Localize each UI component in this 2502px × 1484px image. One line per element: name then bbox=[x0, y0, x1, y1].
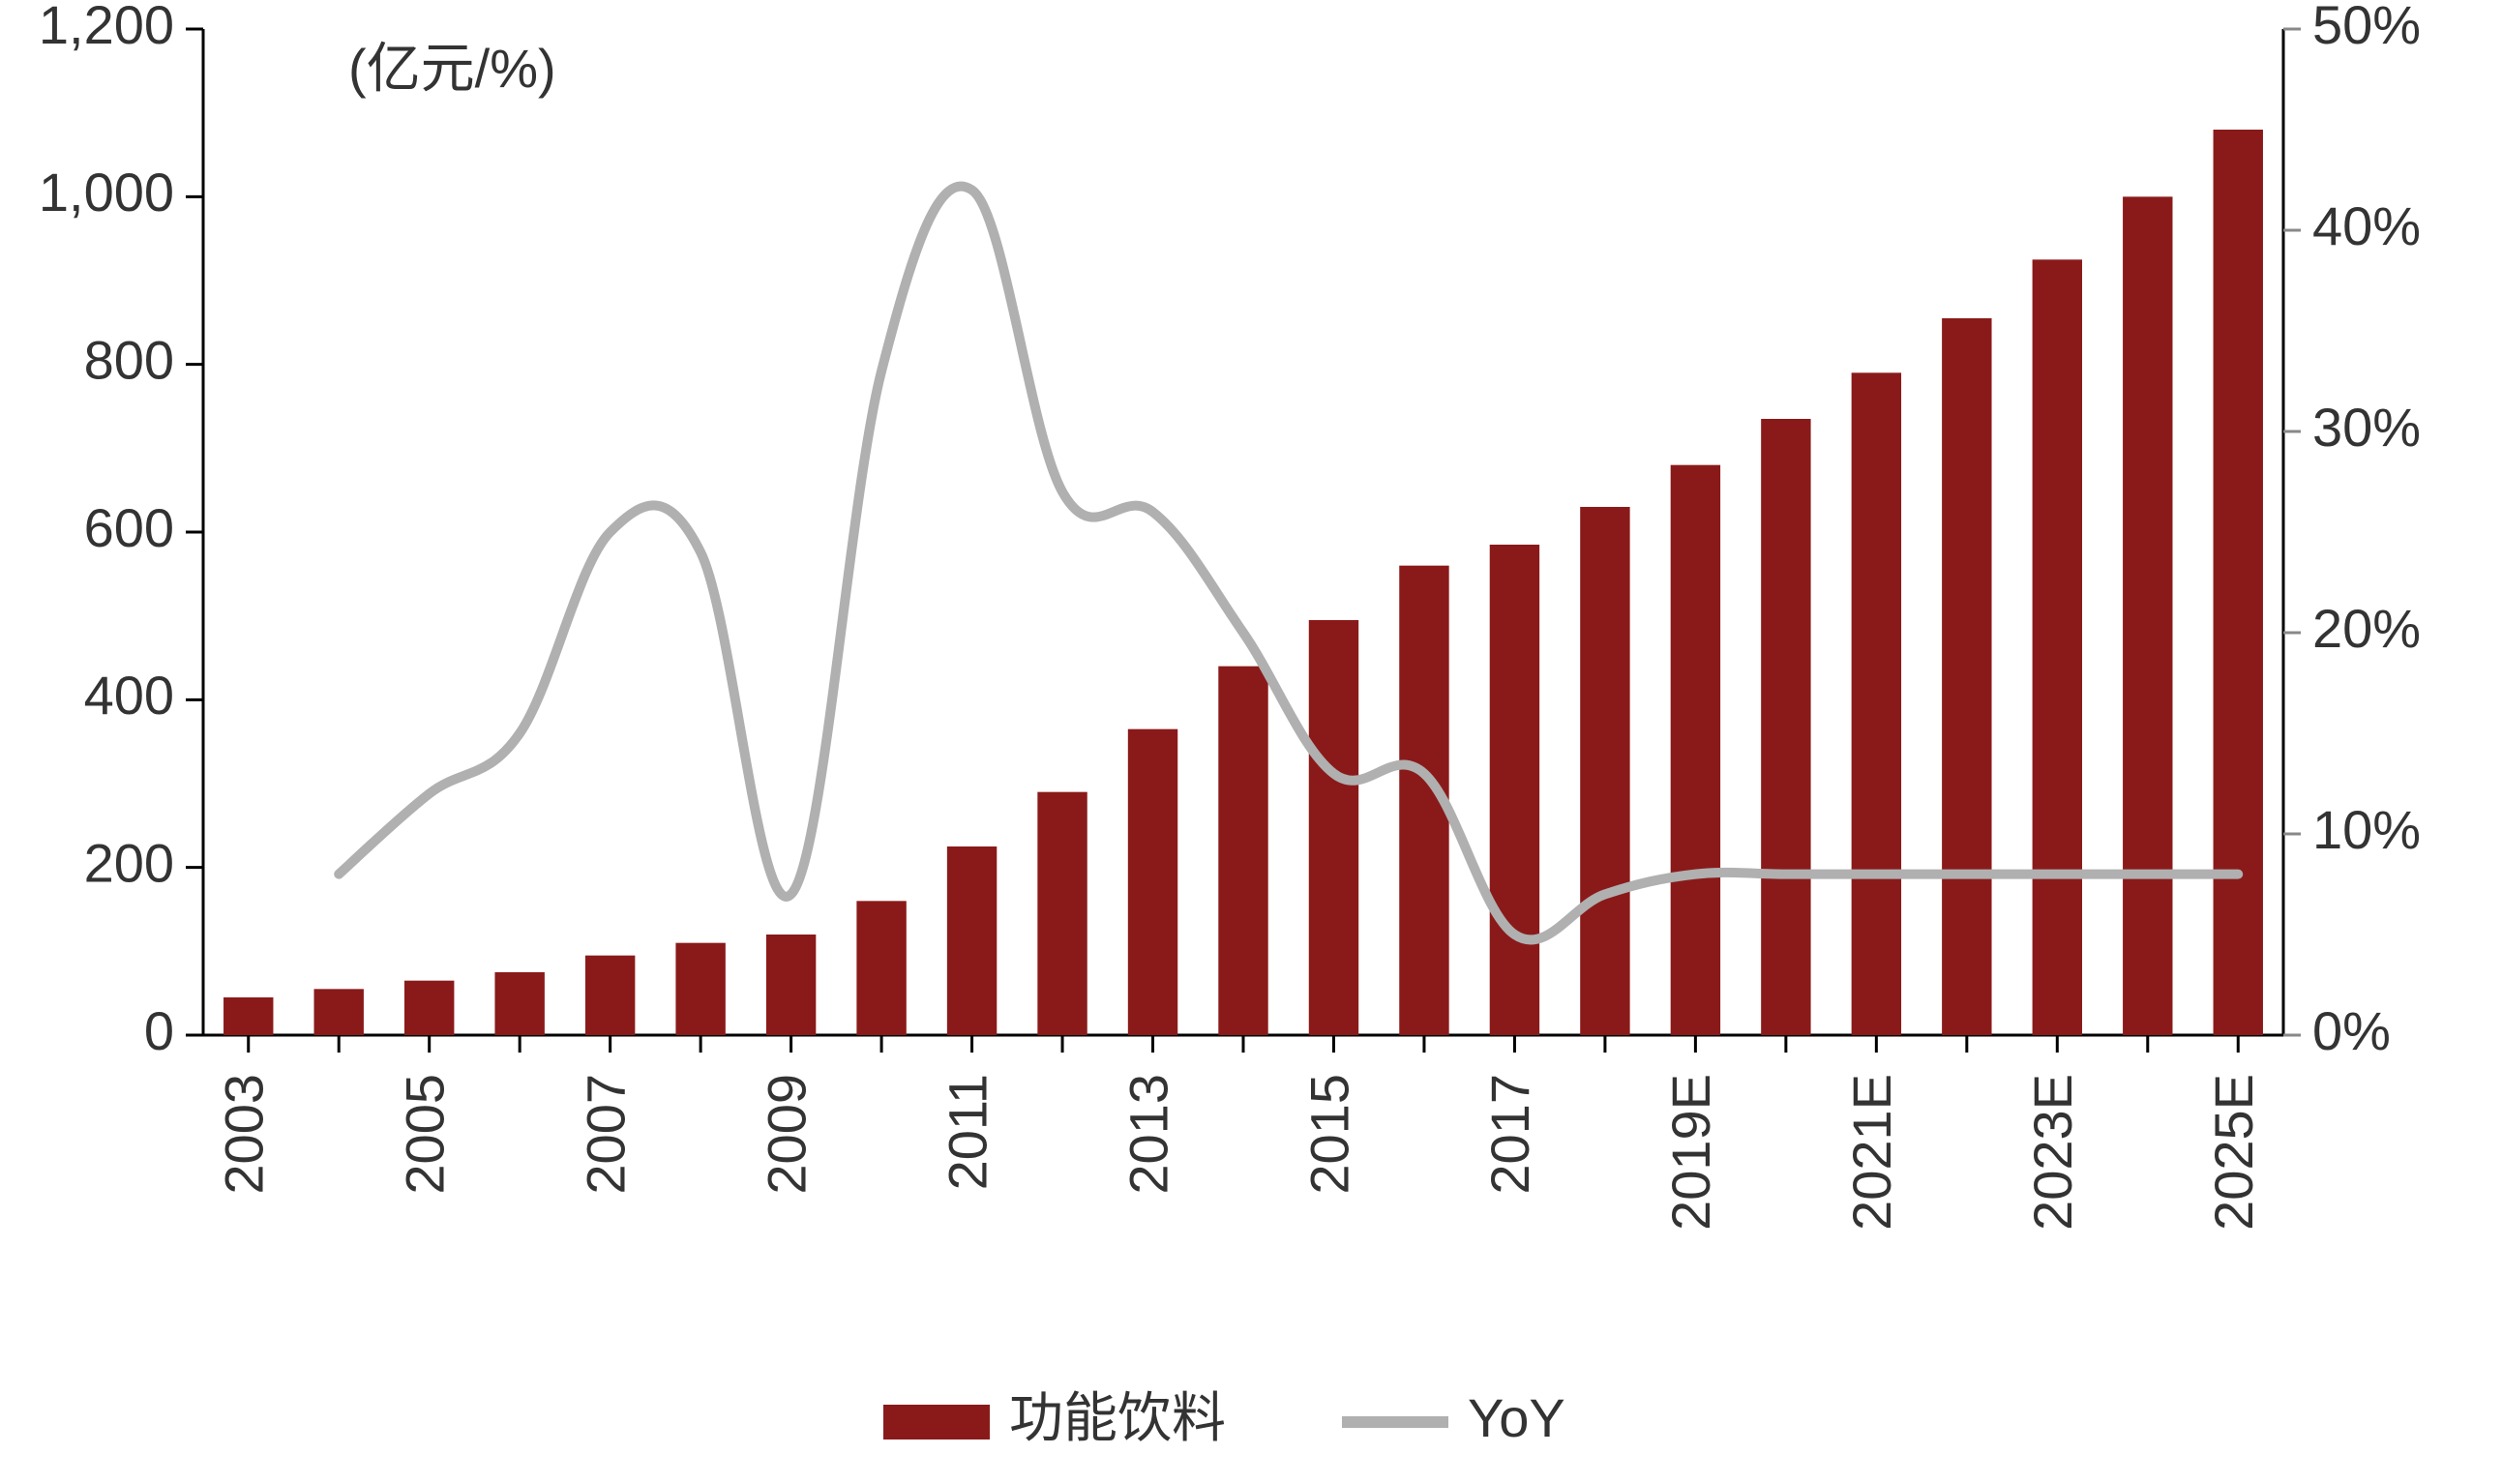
y-left-label: 1,200 bbox=[39, 0, 174, 55]
y-right-label: 40% bbox=[2312, 195, 2421, 256]
y-right-label: 0% bbox=[2312, 1000, 2391, 1061]
x-tick-label: 2003 bbox=[214, 1074, 275, 1195]
y-left-label: 800 bbox=[84, 329, 174, 390]
y-left-label: 400 bbox=[84, 665, 174, 726]
y-right-label: 30% bbox=[2312, 397, 2421, 458]
chart-svg: 0 200 400 600 800 1,000 1,200 0% 10% 20% 30% 40% 50%… bbox=[0, 0, 2502, 1484]
bar bbox=[2123, 196, 2172, 1035]
bar bbox=[1037, 792, 1087, 1035]
bar bbox=[494, 972, 544, 1035]
functional-drink-chart: 0 200 400 600 800 1,000 1,200 0% 10% 20% 30% 40% 50%… bbox=[0, 0, 2502, 1484]
x-tick-label: 2005 bbox=[394, 1074, 455, 1195]
x-tick-label: 2015 bbox=[1298, 1074, 1359, 1195]
y-left-label: 0 bbox=[144, 1000, 174, 1061]
bar bbox=[1761, 419, 1810, 1035]
bar bbox=[1128, 729, 1177, 1035]
x-tick-label: 2025E bbox=[2203, 1074, 2264, 1231]
bar bbox=[2214, 130, 2263, 1035]
y-left-label: 1,000 bbox=[39, 162, 174, 223]
bar bbox=[1671, 465, 1720, 1035]
x-tick-label: 2007 bbox=[575, 1074, 636, 1195]
x-tick-label: 2009 bbox=[756, 1074, 817, 1195]
legend-swatch-bar bbox=[883, 1405, 990, 1439]
legend-swatch-line bbox=[1342, 1416, 1448, 1428]
x-tick-label: 2017 bbox=[1479, 1074, 1540, 1195]
y-right-label: 20% bbox=[2312, 598, 2421, 659]
y-left-label: 600 bbox=[84, 497, 174, 558]
bar bbox=[675, 943, 725, 1035]
bar bbox=[1580, 507, 1629, 1035]
y-left-label: 200 bbox=[84, 832, 174, 893]
bar bbox=[404, 981, 454, 1035]
bar bbox=[2033, 259, 2082, 1035]
legend-label: 功能饮料 bbox=[1009, 1387, 1226, 1448]
y-right-label: 50% bbox=[2312, 0, 2421, 55]
x-tick-label: 2021E bbox=[1841, 1074, 1902, 1231]
x-tick-label: 2019E bbox=[1660, 1074, 1721, 1231]
bar bbox=[1852, 372, 1901, 1035]
bar bbox=[314, 989, 364, 1035]
bar bbox=[585, 956, 635, 1035]
y-right-label: 10% bbox=[2312, 799, 2421, 860]
x-tick-label: 2023E bbox=[2022, 1074, 2083, 1231]
bar bbox=[856, 901, 906, 1035]
bar bbox=[947, 846, 997, 1035]
bar bbox=[1309, 620, 1358, 1035]
bar bbox=[1942, 318, 1991, 1035]
legend-label: YoY bbox=[1468, 1387, 1565, 1448]
bar bbox=[766, 935, 816, 1035]
unit-label: (亿元/%) bbox=[348, 38, 556, 99]
bar bbox=[223, 997, 273, 1035]
x-tick-label: 2013 bbox=[1117, 1074, 1178, 1195]
x-tick-label: 2011 bbox=[937, 1074, 998, 1190]
bar bbox=[1490, 545, 1539, 1035]
bar bbox=[1218, 667, 1267, 1035]
